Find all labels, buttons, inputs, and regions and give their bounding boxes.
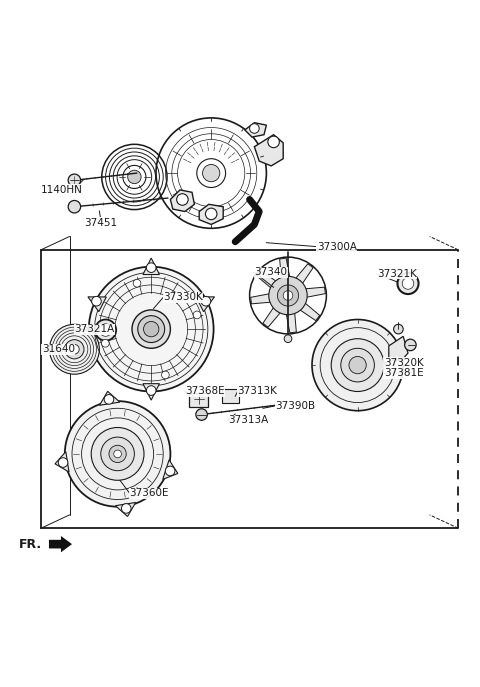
Polygon shape	[99, 392, 120, 405]
Circle shape	[65, 339, 84, 359]
Circle shape	[269, 276, 307, 315]
FancyBboxPatch shape	[222, 389, 239, 403]
Text: 37340: 37340	[254, 267, 288, 278]
Circle shape	[331, 339, 384, 392]
Circle shape	[70, 344, 79, 354]
Circle shape	[397, 273, 419, 294]
Polygon shape	[170, 190, 194, 212]
Text: 1140HN: 1140HN	[41, 185, 83, 195]
Polygon shape	[49, 536, 72, 552]
Circle shape	[144, 322, 159, 337]
Circle shape	[68, 201, 81, 213]
Circle shape	[193, 311, 201, 319]
Circle shape	[99, 324, 112, 337]
Circle shape	[162, 371, 169, 379]
Polygon shape	[389, 337, 408, 361]
FancyBboxPatch shape	[189, 393, 208, 407]
Circle shape	[132, 310, 170, 348]
Circle shape	[101, 339, 109, 347]
Polygon shape	[143, 258, 159, 275]
Circle shape	[49, 324, 99, 374]
Circle shape	[165, 466, 175, 476]
Circle shape	[146, 263, 156, 273]
Circle shape	[283, 291, 293, 300]
Text: 37451: 37451	[84, 218, 117, 227]
Circle shape	[91, 427, 144, 480]
Polygon shape	[263, 307, 281, 327]
Circle shape	[277, 285, 299, 306]
Text: 37381E: 37381E	[384, 368, 424, 379]
Circle shape	[284, 335, 292, 343]
Circle shape	[268, 136, 279, 148]
Circle shape	[68, 174, 81, 187]
Circle shape	[114, 450, 121, 458]
Text: 37330K: 37330K	[163, 293, 203, 302]
Text: 37320K: 37320K	[384, 358, 424, 368]
Circle shape	[58, 458, 68, 467]
Circle shape	[196, 409, 207, 420]
Circle shape	[341, 348, 374, 382]
Polygon shape	[300, 303, 320, 321]
Circle shape	[146, 385, 156, 395]
Circle shape	[394, 324, 403, 334]
Text: 31640: 31640	[42, 344, 75, 354]
Polygon shape	[115, 502, 136, 517]
Circle shape	[95, 319, 116, 341]
Circle shape	[109, 445, 126, 462]
Polygon shape	[196, 297, 215, 312]
Circle shape	[349, 357, 366, 374]
Circle shape	[65, 401, 170, 507]
Text: 37321K: 37321K	[377, 269, 417, 279]
Text: 37321A: 37321A	[74, 324, 115, 334]
Polygon shape	[256, 271, 276, 289]
Circle shape	[104, 394, 114, 404]
Circle shape	[312, 319, 403, 411]
Polygon shape	[295, 264, 313, 284]
Circle shape	[128, 170, 141, 183]
Circle shape	[205, 208, 217, 220]
Text: 37313A: 37313A	[228, 416, 268, 425]
Circle shape	[250, 124, 259, 133]
Circle shape	[203, 164, 220, 182]
Polygon shape	[55, 451, 69, 472]
Text: 37368E: 37368E	[185, 387, 225, 396]
Polygon shape	[245, 123, 266, 137]
Polygon shape	[163, 460, 178, 480]
Polygon shape	[286, 313, 296, 333]
Circle shape	[402, 278, 414, 289]
Circle shape	[89, 267, 214, 392]
Polygon shape	[254, 135, 283, 166]
Text: 37360E: 37360E	[130, 488, 169, 498]
Circle shape	[201, 296, 211, 306]
Circle shape	[101, 437, 134, 471]
Circle shape	[92, 296, 101, 306]
Circle shape	[121, 504, 131, 513]
Circle shape	[405, 339, 416, 350]
Circle shape	[177, 194, 188, 205]
Polygon shape	[88, 297, 106, 312]
Circle shape	[138, 315, 165, 343]
Polygon shape	[199, 204, 223, 225]
Text: 37313K: 37313K	[238, 387, 277, 396]
Text: 37390B: 37390B	[275, 401, 315, 411]
Polygon shape	[280, 258, 290, 278]
Text: 37300A: 37300A	[317, 243, 357, 253]
Polygon shape	[143, 383, 159, 400]
Text: FR.: FR.	[19, 538, 42, 551]
Polygon shape	[305, 287, 325, 297]
Circle shape	[133, 280, 141, 287]
Polygon shape	[251, 293, 271, 304]
